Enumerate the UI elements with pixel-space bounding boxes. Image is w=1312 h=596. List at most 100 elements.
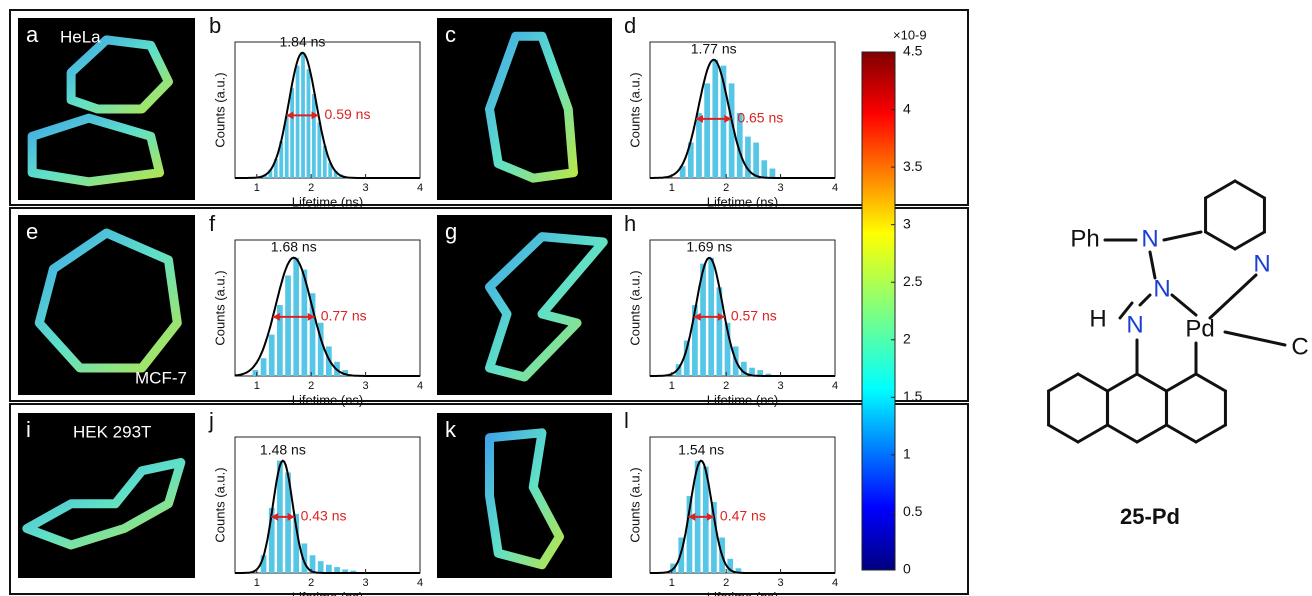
x-tick-label: 2: [723, 182, 729, 194]
peak-label: 1.68 ns: [271, 238, 317, 254]
colorbar-tick-label: 4.5: [903, 43, 923, 59]
bond: [1047, 372, 1080, 393]
colorbar-scale: ×10-9: [893, 27, 927, 42]
arrow-head: [311, 111, 319, 120]
bar: [716, 287, 723, 376]
panel-letter: h: [624, 211, 636, 236]
x-tick-label: 4: [832, 380, 838, 392]
x-tick-label: 2: [308, 182, 314, 194]
x-tick-label: 1: [669, 577, 675, 589]
arrow-head: [695, 114, 703, 123]
arrow-head: [307, 312, 315, 321]
bar: [342, 569, 349, 573]
bar: [687, 142, 694, 178]
bar: [741, 361, 747, 376]
x-axis-label: Lifetime (ns): [292, 194, 364, 209]
panel-letter: i: [26, 417, 31, 442]
bar: [295, 65, 300, 178]
bar: [736, 112, 743, 178]
bar: [749, 367, 755, 376]
atom-label: N: [1126, 311, 1143, 338]
panel-letter: g: [445, 219, 457, 244]
atom-label: N: [1253, 250, 1270, 277]
bar: [702, 466, 709, 573]
x-tick-label: 3: [778, 380, 784, 392]
panel-letter: d: [624, 13, 636, 38]
peak-label: 1.69 ns: [686, 238, 732, 254]
panel-letter: k: [445, 417, 457, 442]
x-tick-label: 4: [417, 182, 423, 194]
bar: [700, 263, 706, 376]
bond: [1076, 372, 1109, 393]
micrograph: [437, 215, 612, 395]
bar: [317, 122, 322, 178]
x-tick-label: 3: [363, 380, 369, 392]
cell-outline: [485, 428, 564, 570]
bond: [1170, 293, 1198, 317]
bar: [342, 370, 349, 376]
bond: [1106, 372, 1139, 393]
x-tick-label: 3: [778, 577, 784, 589]
atom-label: Pd: [1185, 315, 1214, 342]
cell-line-label: HeLa: [60, 27, 101, 46]
y-axis-label: Counts (a.u.): [627, 72, 642, 147]
bar: [704, 83, 710, 178]
bond: [1135, 423, 1168, 444]
bond: [1233, 179, 1266, 200]
fwhm-label: 0.57 ns: [731, 308, 777, 324]
fwhm-label: 0.43 ns: [301, 508, 347, 524]
plot-frame: [649, 436, 836, 574]
colorbar-tick-label: 2: [903, 330, 911, 346]
cell-outline: [34, 228, 182, 373]
y-axis-label: Counts (a.u.): [212, 467, 227, 542]
x-axis-label: Lifetime (ns): [707, 194, 779, 209]
peak-label: 1.48 ns: [260, 441, 306, 457]
bar: [675, 364, 682, 376]
arrow-head: [724, 114, 732, 123]
fit-curve: [650, 459, 835, 574]
colorbar-tick-label: 2.5: [903, 273, 923, 289]
bar: [727, 558, 734, 573]
bar: [268, 507, 275, 573]
bar: [277, 305, 283, 376]
x-tick-label: 1: [669, 182, 675, 194]
colorbar-tick-label: 1: [903, 446, 911, 462]
bar: [284, 116, 289, 178]
y-axis-label: Counts (a.u.): [627, 270, 642, 345]
bar: [279, 141, 284, 178]
peak-label: 1.84 ns: [280, 33, 326, 49]
x-axis-label: Lifetime (ns): [707, 392, 779, 407]
x-tick-label: 4: [832, 182, 838, 194]
bar: [301, 543, 308, 573]
bar: [745, 136, 751, 178]
cell-line-label: MCF-7: [135, 368, 187, 387]
cell-outline: [27, 113, 165, 187]
x-tick-label: 2: [723, 380, 729, 392]
bar: [290, 88, 295, 178]
x-axis-label: Lifetime (ns): [707, 589, 779, 596]
bar: [686, 496, 693, 573]
fwhm-label: 0.47 ns: [720, 508, 766, 524]
y-axis-label: Counts (a.u.): [212, 270, 227, 345]
x-tick-label: 4: [417, 577, 423, 589]
panel-letter: b: [209, 13, 221, 38]
row-frame: [9, 207, 969, 402]
bar: [322, 146, 327, 178]
x-axis-label: Lifetime (ns): [292, 392, 364, 407]
bond: [1194, 372, 1227, 393]
arrow-head: [272, 312, 280, 321]
fwhm-label: 0.77 ns: [321, 308, 367, 324]
colorbar-tick-label: 3: [903, 215, 911, 231]
bar: [301, 269, 308, 376]
bar: [334, 567, 340, 573]
fit-curve: [650, 58, 835, 179]
bar: [757, 370, 764, 376]
bond: [1118, 301, 1134, 320]
fit-curve: [234, 256, 420, 377]
bond: [1204, 179, 1237, 200]
bond: [1233, 230, 1266, 251]
y-axis-label: Counts (a.u.): [627, 467, 642, 542]
x-tick-label: 4: [832, 577, 838, 589]
bar: [326, 564, 332, 573]
